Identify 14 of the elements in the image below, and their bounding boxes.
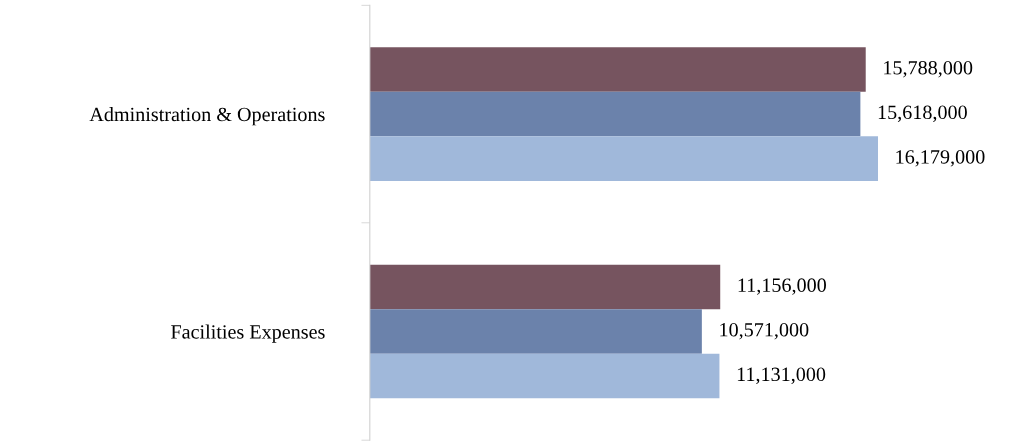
bar — [369, 47, 866, 92]
data-label: 15,618,000 — [878, 105, 967, 122]
bar — [369, 353, 720, 399]
data-label: 15,788,000 — [884, 60, 973, 78]
data-label: 11,156,000 — [738, 278, 826, 295]
y-tick-label: Administration & Operations — [89, 107, 325, 126]
data-label: 10,571,000 — [720, 322, 809, 340]
data-label: 16,179,000 — [896, 150, 985, 167]
data-label: 11,131,000 — [737, 367, 826, 384]
y-tick-label: Facilities Expenses — [171, 324, 325, 343]
bar — [369, 91, 861, 137]
bar — [369, 309, 702, 354]
bar — [369, 264, 721, 310]
bar — [369, 136, 878, 181]
